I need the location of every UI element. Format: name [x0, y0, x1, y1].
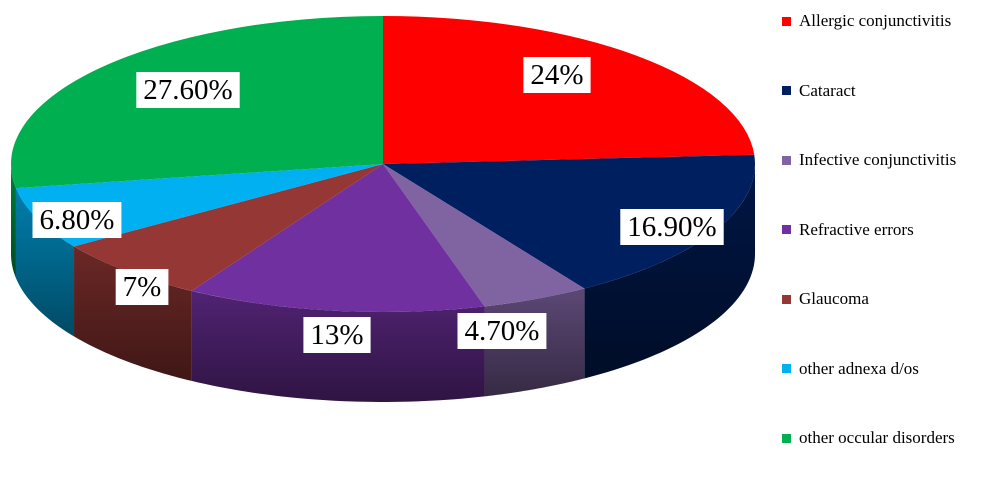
- legend-item-other-adnexa-d-os: other adnexa d/os: [782, 356, 919, 382]
- legend-swatch: [782, 155, 791, 165]
- legend-item-allergic-conjunctivitis: Allergic conjunctivitis: [782, 8, 951, 34]
- data-label-other-occular-disorders: 27.60%: [136, 72, 240, 108]
- legend-swatch: [782, 16, 791, 26]
- pie-side-other-occular-disorders: [11, 164, 16, 279]
- legend-label: Glaucoma: [799, 289, 869, 308]
- pie-tops: [10, 16, 756, 312]
- svg-text:7%: 7%: [123, 271, 162, 303]
- legend-item-infective-conjunctivitis: Infective conjunctivitis: [782, 147, 956, 173]
- svg-text:13%: 13%: [310, 319, 363, 351]
- legend-label: other occular disorders: [799, 428, 955, 447]
- data-label-glaucoma: 7%: [115, 269, 169, 305]
- pie-chart: 24% 16.90% 4.70% 13% 7% 6.80% 27.60%: [10, 16, 756, 402]
- legend-swatch: [782, 433, 791, 443]
- data-label-allergic-conjunctivitis: 24%: [523, 57, 591, 93]
- pie-side-other-adnexa-d-os: [15, 188, 75, 337]
- data-label-infective-conjunctivitis: 4.70%: [457, 313, 547, 349]
- pie-side-cataract: [584, 164, 755, 379]
- data-label-cataract: 16.90%: [620, 209, 724, 245]
- pie-data-labels: 24% 16.90% 4.70% 13% 7% 6.80% 27.60%: [32, 57, 724, 353]
- svg-text:16.90%: 16.90%: [627, 211, 716, 243]
- legend-label: other adnexa d/os: [799, 358, 919, 378]
- legend-swatch: [782, 225, 791, 234]
- pie-slice-glaucoma: [74, 164, 384, 291]
- legend-item-glaucoma: Glaucoma: [782, 286, 869, 312]
- legend-label: Cataract: [799, 80, 856, 100]
- pie-slice-infective-conjunctivitis: [383, 164, 585, 307]
- svg-text:24%: 24%: [530, 59, 583, 91]
- data-label-other-adnexa-d-os: 6.80%: [32, 202, 122, 238]
- legend-swatch: [782, 294, 791, 304]
- pie-slice-cataract: [383, 154, 756, 289]
- svg-text:4.70%: 4.70%: [465, 315, 540, 347]
- legend-item-refractive-errors: Refractive errors: [782, 217, 914, 243]
- legend-item-cataract: Cataract: [782, 78, 856, 104]
- legend-label: Refractive errors: [799, 219, 914, 239]
- data-label-refractive-errors: 13%: [303, 317, 371, 353]
- pie-side-glaucoma: [74, 246, 192, 381]
- legend-label: Infective conjunctivitis: [799, 150, 957, 169]
- legend-item-other-occular-disorders: other occular disorders: [782, 425, 955, 451]
- svg-text:27.60%: 27.60%: [143, 74, 232, 106]
- legend-swatch: [782, 364, 791, 373]
- legend-swatch: [782, 86, 791, 95]
- svg-text:6.80%: 6.80%: [40, 204, 115, 236]
- pie-slice-refractive-errors: [191, 164, 485, 312]
- legend-label: Allergic conjunctivitis: [799, 11, 952, 30]
